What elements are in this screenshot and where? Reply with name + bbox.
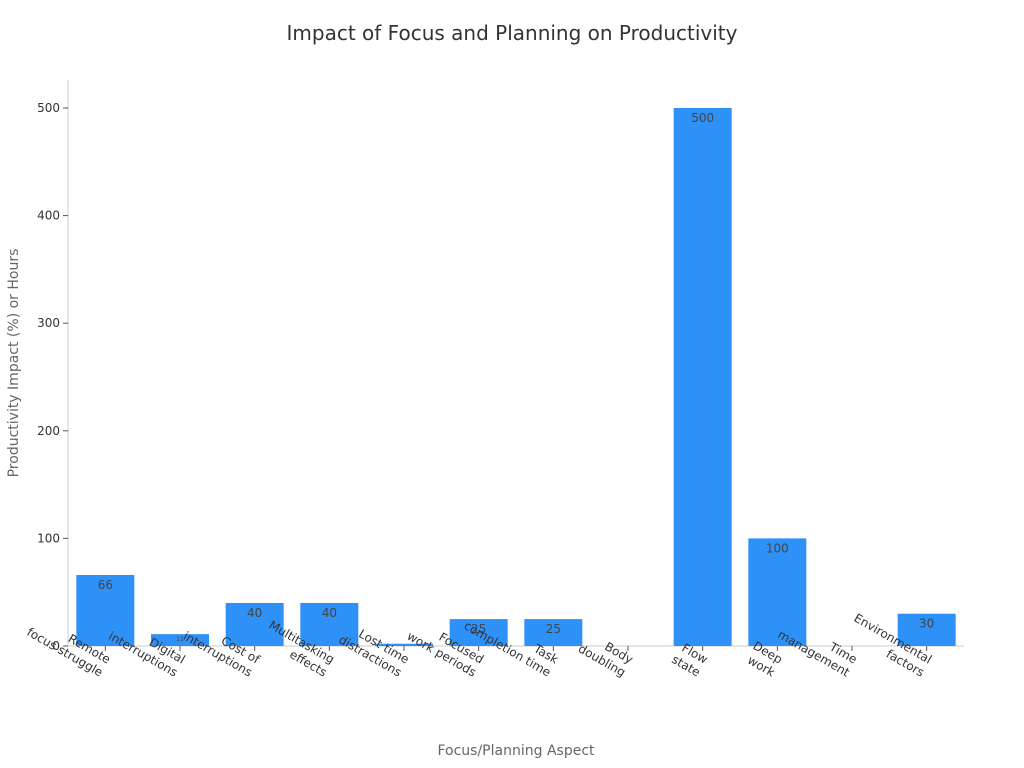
data-label: 30 — [919, 617, 934, 631]
chart-title: Impact of Focus and Planning on Producti… — [287, 21, 738, 45]
data-label: 11 — [176, 636, 184, 643]
data-label: 25 — [471, 622, 486, 636]
y-axis-title: Productivity Impact (%) or Hours — [6, 249, 22, 478]
data-label: 500 — [691, 111, 714, 125]
bar — [897, 613, 956, 646]
data-label: 40 — [247, 606, 262, 620]
y-tick-label: 400 — [37, 209, 60, 223]
bars: 66 11 40 40 25 25 500 100 30 — [76, 108, 956, 646]
data-label: 66 — [98, 578, 113, 592]
data-label: 100 — [766, 541, 789, 555]
bar — [375, 643, 433, 646]
data-label: 25 — [546, 622, 561, 636]
bar — [748, 538, 807, 646]
bar — [76, 574, 135, 646]
data-label: 40 — [322, 606, 337, 620]
bar — [524, 619, 583, 646]
bar — [151, 634, 209, 646]
y-tick-label: 0 — [52, 639, 60, 653]
y-tick-label: 200 — [37, 424, 60, 438]
x-axis-title: Focus/Planning Aspect — [437, 743, 595, 759]
y-tick-label: 300 — [37, 316, 60, 330]
bar — [300, 602, 359, 646]
y-tick-label: 500 — [37, 101, 60, 115]
y-axis: 0 100 200 300 400 500 — [37, 101, 68, 653]
bar — [225, 602, 284, 646]
bar — [449, 619, 508, 646]
x-tick-label: Bodydoubling — [576, 628, 636, 679]
y-tick-label: 100 — [37, 531, 60, 545]
bar — [673, 108, 732, 646]
